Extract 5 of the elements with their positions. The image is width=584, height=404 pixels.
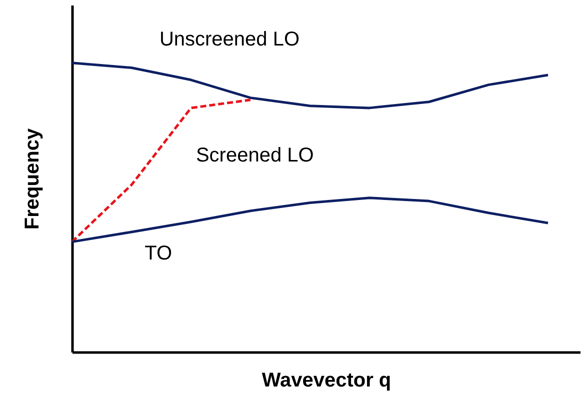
series-label: TO <box>144 242 172 265</box>
y-axis-title: Frequency <box>22 128 44 230</box>
x-axis-title: Wavevector q <box>262 370 392 392</box>
series-label: Unscreened LO <box>159 28 300 51</box>
series-label: Screened LO <box>196 144 314 166</box>
